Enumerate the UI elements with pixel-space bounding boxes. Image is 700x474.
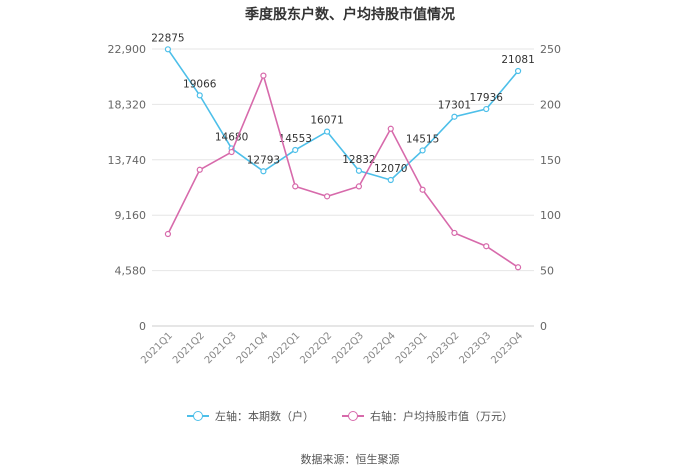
right-tick-label: 0 [540,320,547,333]
data-point-1 [451,229,458,237]
data-point-0 [514,67,522,75]
x-tick-label: 2023Q3 [458,330,494,366]
x-tick-label: 2021Q4 [235,330,271,366]
data-point-1 [292,183,299,190]
left-tick-label: 18,320 [108,98,147,111]
x-tick-label: 2022Q1 [267,330,303,366]
data-point-1 [514,264,522,271]
data-point-1 [260,72,267,79]
right-tick-label: 200 [540,98,561,111]
legend: 左轴：本期数（户） 右轴：户均持股市值（万元） [0,408,700,424]
legend-item-households[interactable]: 左轴：本期数（户） [187,408,314,424]
data-point-0 [419,147,426,154]
x-tick-label: 2023Q4 [489,330,525,366]
left-tick-label: 4,580 [115,265,147,278]
data-label: 12832 [342,154,375,166]
data-point-0 [323,128,331,135]
legend-label-market-value: 右轴：户均持股市值（万元） [370,410,513,423]
right-tick-label: 250 [540,43,561,56]
data-label: 19066 [183,78,217,90]
right-tick-label: 100 [540,209,561,222]
x-tick-label: 2022Q3 [330,330,366,366]
x-tick-label: 2021Q2 [171,330,207,366]
data-label: 14553 [279,133,312,145]
data-label: 21081 [501,54,534,66]
x-tick-label: 2023Q1 [394,330,430,366]
data-point-1 [387,125,394,132]
data-label: 14515 [406,133,439,145]
x-tick-label: 2023Q2 [426,330,462,366]
data-point-1 [483,243,490,250]
data-point-0 [260,168,267,175]
legend-marker-blue [187,411,209,421]
chart-title: 季度股东户数、户均持股市值情况 [245,7,455,23]
data-label: 22875 [151,32,184,44]
x-tick-label: 2021Q3 [203,330,239,366]
data-label: 12793 [247,154,280,166]
left-tick-label: 22,900 [108,43,147,56]
data-point-1 [419,186,426,193]
x-tick-label: 2021Q1 [139,330,175,366]
data-point-1 [228,148,235,156]
x-tick-label: 2022Q4 [362,330,398,366]
data-point-0 [196,92,203,99]
data-point-0 [387,176,394,184]
data-point-0 [164,46,172,53]
data-label: 17301 [438,100,471,112]
data-point-0 [355,167,363,174]
data-point-1 [196,166,203,173]
left-tick-label: 9,160 [115,209,147,222]
right-tick-label: 150 [540,154,561,167]
data-point-0 [451,113,458,120]
data-point-1 [323,193,331,200]
data-point-1 [355,183,363,190]
data-point-1 [164,230,172,238]
legend-label-households: 左轴：本期数（户） [215,410,314,423]
x-tick-label: 2022Q2 [298,330,334,366]
data-label: 16071 [310,115,343,127]
left-tick-label: 0 [139,320,146,333]
data-point-0 [292,146,299,154]
data-source: 数据来源：恒生聚源 [300,453,400,466]
series-line-0 [167,48,519,181]
left-tick-label: 13,740 [108,154,147,167]
right-tick-label: 50 [540,265,554,278]
legend-marker-pink [342,411,364,421]
legend-item-market-value[interactable]: 右轴：户均持股市值（万元） [342,408,513,424]
series-line-1 [167,73,519,268]
data-label: 12070 [374,163,407,175]
data-label: 14680 [215,131,248,143]
data-point-0 [483,105,490,113]
data-label: 17936 [470,92,504,104]
